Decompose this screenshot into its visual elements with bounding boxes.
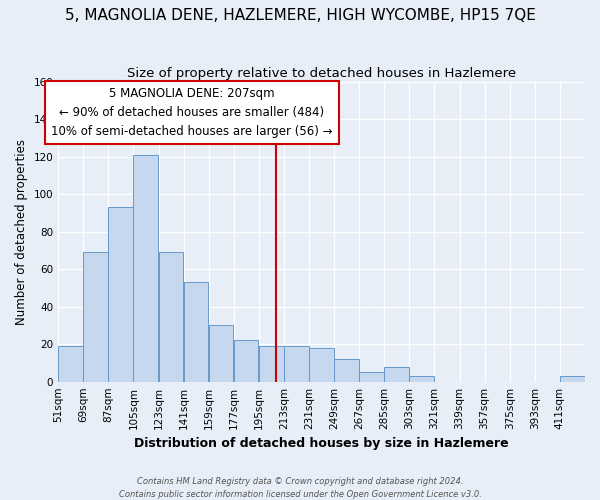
- Bar: [259, 346, 284, 382]
- Bar: [133, 155, 158, 382]
- Bar: [359, 372, 384, 382]
- Bar: [158, 252, 183, 382]
- X-axis label: Distribution of detached houses by size in Hazlemere: Distribution of detached houses by size …: [134, 437, 509, 450]
- Bar: [560, 376, 584, 382]
- Bar: [284, 346, 308, 382]
- Text: 5 MAGNOLIA DENE: 207sqm
← 90% of detached houses are smaller (484)
10% of semi-d: 5 MAGNOLIA DENE: 207sqm ← 90% of detache…: [51, 88, 333, 138]
- Y-axis label: Number of detached properties: Number of detached properties: [15, 138, 28, 324]
- Bar: [109, 208, 133, 382]
- Bar: [83, 252, 108, 382]
- Bar: [58, 346, 83, 382]
- Bar: [234, 340, 259, 382]
- Bar: [184, 282, 208, 382]
- Title: Size of property relative to detached houses in Hazlemere: Size of property relative to detached ho…: [127, 68, 516, 80]
- Bar: [409, 376, 434, 382]
- Bar: [309, 348, 334, 382]
- Text: Contains HM Land Registry data © Crown copyright and database right 2024.
Contai: Contains HM Land Registry data © Crown c…: [119, 478, 481, 499]
- Bar: [209, 326, 233, 382]
- Text: 5, MAGNOLIA DENE, HAZLEMERE, HIGH WYCOMBE, HP15 7QE: 5, MAGNOLIA DENE, HAZLEMERE, HIGH WYCOMB…: [65, 8, 535, 22]
- Bar: [334, 359, 359, 382]
- Bar: [385, 366, 409, 382]
